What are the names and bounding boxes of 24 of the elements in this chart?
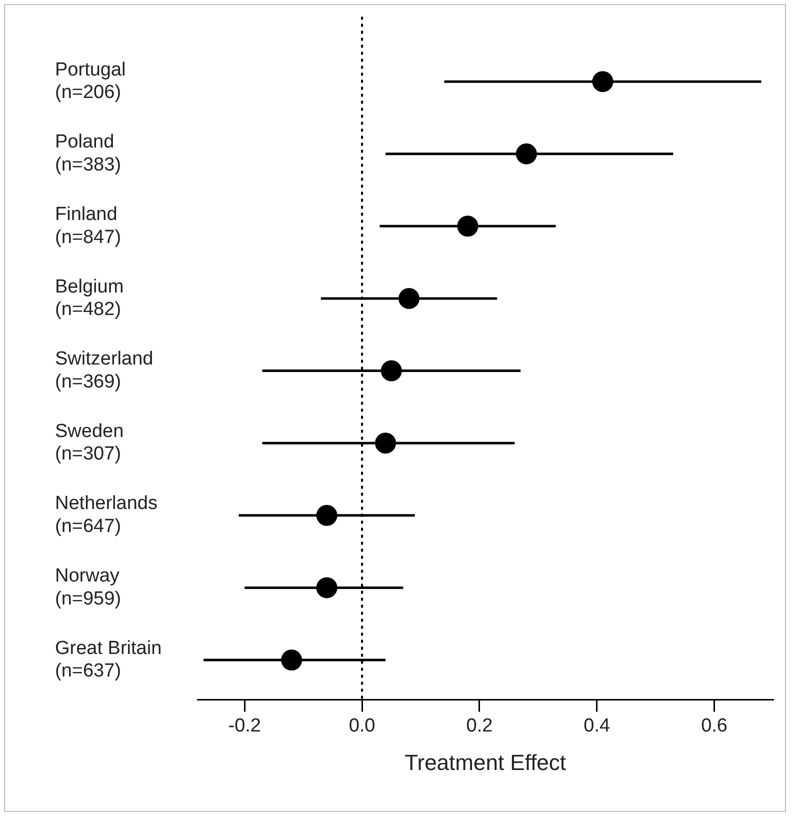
y-tick-label: Netherlands (n=647): [55, 493, 158, 538]
x-axis-title: Treatment Effect: [404, 750, 566, 775]
y-tick-label: Finland (n=847): [55, 204, 122, 248]
y-tick-label: Portugal (n=206): [55, 59, 126, 104]
x-tick-label: 0.6: [701, 715, 728, 736]
point: [281, 650, 302, 671]
point: [457, 216, 478, 237]
point: [316, 577, 338, 598]
x-tick-label: 0.4: [584, 715, 611, 736]
y-tick-label: Great Britain (n=637): [55, 638, 162, 682]
point: [516, 143, 537, 164]
y-tick-label: Norway (n=959): [55, 566, 122, 610]
point: [380, 360, 402, 382]
point: [316, 504, 338, 526]
y-tick-label: Sweden (n=307): [55, 420, 124, 465]
x-tick-label: 0.0: [348, 715, 376, 736]
point: [592, 71, 614, 92]
x-tick-label: -0.2: [228, 715, 261, 736]
point: [375, 432, 396, 454]
y-tick-label: Belgium (n=482): [55, 276, 124, 320]
x-tick-label: 0.2: [466, 715, 493, 736]
point: [398, 288, 420, 309]
y-tick-label: Switzerland (n=369): [55, 348, 154, 392]
y-tick-label: Poland (n=383): [55, 132, 122, 176]
